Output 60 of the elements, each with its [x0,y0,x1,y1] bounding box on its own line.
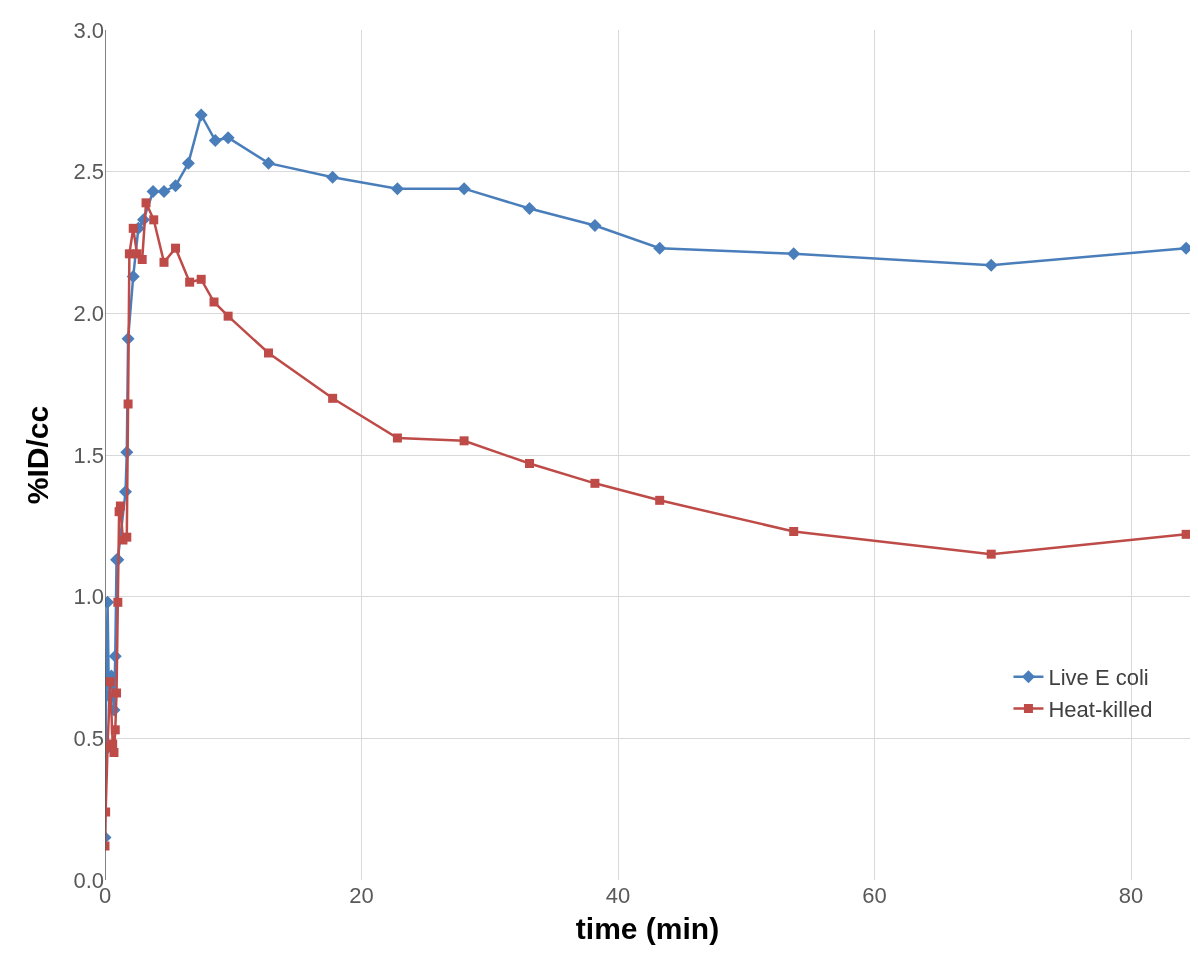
point [149,215,159,225]
legend-label: Live E coli [1048,665,1149,691]
point [208,134,222,147]
point [110,725,120,735]
y-tick-label: 2.5 [73,159,104,185]
point [105,677,115,687]
point [128,223,138,233]
x-axis-title: time (min) [575,911,720,945]
point [328,393,338,403]
point [588,219,602,232]
point [169,179,183,193]
point [194,108,208,122]
point [181,156,195,170]
y-tick-label: 1.0 [73,584,104,610]
point [457,182,471,196]
y-axis-title: %ID/cc [21,405,55,505]
x-tick-label: 20 [349,883,374,908]
y-tick-label: 1.5 [73,442,104,468]
point [787,247,801,261]
point [122,532,132,542]
point [264,348,274,358]
x-tick-label: 60 [862,883,887,908]
x-tick-label: 40 [605,883,631,908]
point [390,182,404,196]
point [157,185,171,198]
point [209,297,219,307]
point [141,198,151,208]
point [185,277,195,287]
point [137,255,147,264]
y-tick-label: 0.5 [73,726,104,752]
point [653,241,667,255]
point [590,478,600,488]
point [146,185,160,198]
y-tick-label: 2.0 [73,301,104,327]
point [113,597,123,607]
point [984,258,998,272]
point [525,459,535,468]
point [392,433,402,443]
point [123,399,133,409]
point [523,202,537,215]
point [112,688,122,698]
y-tick-label: 3.0 [73,17,104,43]
point [171,243,181,253]
point [655,495,665,505]
point [789,527,799,536]
legend-label: Heat-killed [1048,696,1153,722]
point [108,739,118,749]
point [221,131,235,145]
point [223,311,233,321]
point [1181,529,1190,539]
point [459,436,469,446]
point [326,170,340,184]
point [115,501,125,511]
point [126,270,140,283]
point [159,257,169,267]
point [196,274,206,284]
point [109,748,119,757]
x-tick-label: 80 [1118,883,1144,908]
point [986,549,996,559]
point [262,156,276,170]
